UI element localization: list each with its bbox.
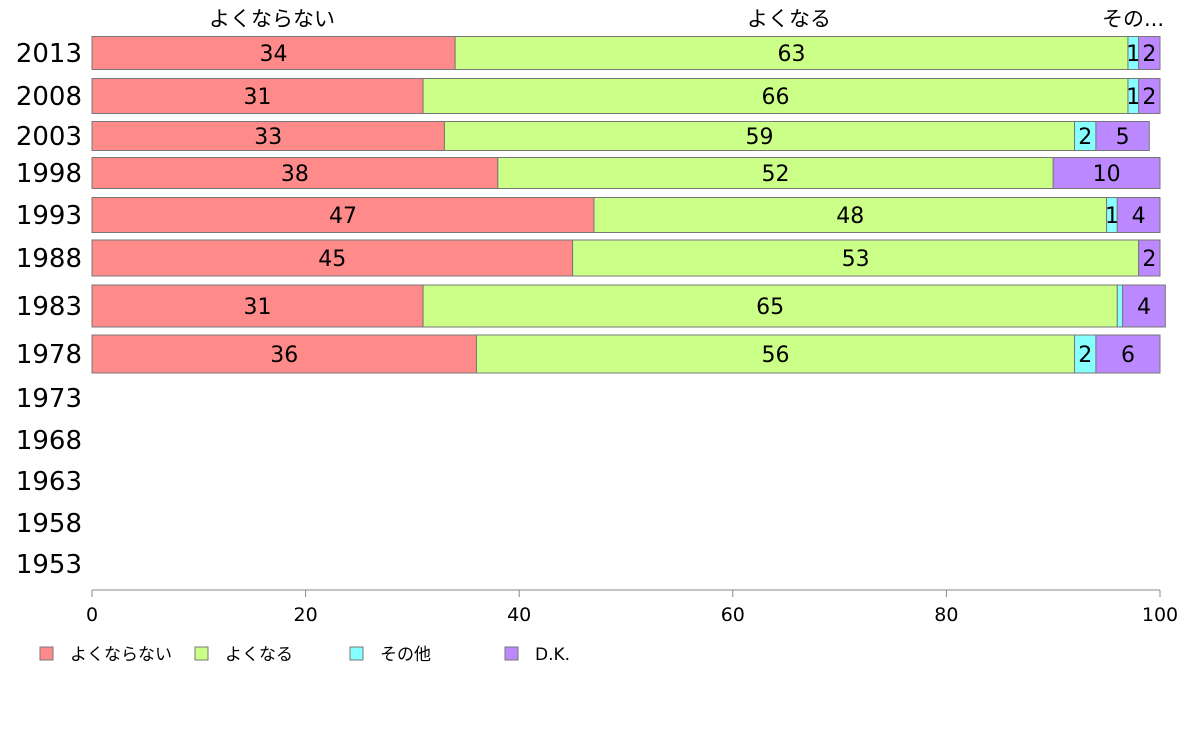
- data-label-1998-series-1: 52: [762, 162, 790, 187]
- data-label-1988-series-3: 2: [1142, 247, 1156, 272]
- data-label-1983-series-0: 31: [244, 295, 272, 320]
- data-label-1978-series-0: 36: [270, 343, 298, 368]
- bar-1988-series-1: [572, 239, 1140, 277]
- data-label-2003-series-1: 59: [746, 125, 774, 150]
- bar-1993-series-3: [1116, 197, 1161, 233]
- data-label-2013-series-0: 34: [260, 42, 288, 67]
- y-tick-label-1953: 1953: [16, 550, 82, 580]
- bar-2013-series-3: [1138, 36, 1161, 70]
- bar-2013-series-1: [454, 36, 1129, 70]
- data-label-1983-series-3: 4: [1137, 295, 1151, 320]
- column-header-1: よくなる: [747, 7, 831, 31]
- bar-1983-series-2: [1116, 284, 1124, 328]
- y-tick-label-1973: 1973: [16, 384, 82, 414]
- x-tick-label-80: 80: [934, 604, 958, 626]
- data-label-2013-series-1: 63: [778, 42, 806, 67]
- bar-1998-series-1: [497, 157, 1054, 189]
- column-header-2: その...: [1102, 7, 1164, 31]
- y-tick-label-1988: 1988: [16, 244, 82, 274]
- bar-1978-series-1: [475, 334, 1076, 374]
- x-tick-label-40: 40: [507, 604, 531, 626]
- data-label-1988-series-0: 45: [318, 247, 346, 272]
- bar-1983-series-0: [91, 284, 424, 328]
- bar-2013-series-0: [91, 36, 456, 70]
- legend-label-2: その他: [380, 645, 431, 665]
- bar-2008-series-3: [1138, 78, 1161, 114]
- y-tick-label-1983: 1983: [16, 292, 82, 322]
- bar-1978-series-3: [1095, 334, 1161, 374]
- data-label-2013-series-3: 2: [1142, 42, 1156, 67]
- legend-swatch-3: [504, 646, 519, 661]
- data-label-1978-series-3: 6: [1121, 343, 1135, 368]
- data-label-1993-series-0: 47: [329, 204, 357, 229]
- bar-2003-series-3: [1095, 121, 1150, 151]
- y-tick-label-1998: 1998: [16, 159, 82, 189]
- y-tick-label-1963: 1963: [16, 467, 82, 497]
- data-label-1988-series-1: 53: [842, 247, 870, 272]
- bar-2008-series-0: [91, 78, 424, 114]
- bar-1988-series-0: [91, 239, 574, 277]
- data-label-2008-series-2: 1: [1126, 85, 1140, 110]
- bar-1993-series-0: [91, 197, 595, 233]
- bar-1978-series-0: [91, 334, 477, 374]
- y-tick-label-2003: 2003: [16, 122, 82, 152]
- legend-label-3: D.K.: [535, 645, 570, 665]
- x-tick-label-0: 0: [86, 604, 98, 626]
- legend-label-0: よくならない: [70, 645, 172, 665]
- bar-1998-series-3: [1052, 157, 1161, 189]
- data-label-1998-series-0: 38: [281, 162, 309, 187]
- y-tick-label-2008: 2008: [16, 82, 82, 112]
- x-tick-label-60: 60: [721, 604, 745, 626]
- x-tick-label-100: 100: [1142, 604, 1178, 626]
- data-label-1978-series-2: 2: [1078, 343, 1092, 368]
- y-tick-label-1993: 1993: [16, 201, 82, 231]
- y-tick-label-1958: 1958: [16, 509, 82, 539]
- data-label-2008-series-3: 2: [1142, 85, 1156, 110]
- data-label-2008-series-1: 66: [762, 85, 790, 110]
- bar-1983-series-3: [1122, 284, 1166, 328]
- data-label-1998-series-3: 10: [1093, 162, 1121, 187]
- data-label-1993-series-3: 4: [1132, 204, 1146, 229]
- legend-swatch-2: [349, 646, 364, 661]
- data-label-1993-series-2: 1: [1105, 204, 1119, 229]
- data-label-2003-series-2: 2: [1078, 125, 1092, 150]
- y-tick-label-1968: 1968: [16, 426, 82, 456]
- data-label-2003-series-3: 5: [1116, 125, 1130, 150]
- y-tick-label-2013: 2013: [16, 39, 82, 69]
- column-header-0: よくならない: [209, 7, 335, 31]
- data-label-2003-series-0: 33: [254, 125, 282, 150]
- data-label-1993-series-1: 48: [836, 204, 864, 229]
- data-label-2008-series-0: 31: [244, 85, 272, 110]
- data-label-1978-series-1: 56: [762, 343, 790, 368]
- legend-swatch-1: [194, 646, 209, 661]
- bar-1993-series-1: [593, 197, 1108, 233]
- data-label-2013-series-2: 1: [1126, 42, 1140, 67]
- bar-1988-series-3: [1138, 239, 1161, 277]
- legend-label-1: よくなる: [225, 645, 293, 665]
- data-label-1983-series-1: 65: [756, 295, 784, 320]
- legend-swatch-0: [39, 646, 54, 661]
- y-tick-label-1978: 1978: [16, 340, 82, 370]
- x-tick-label-20: 20: [294, 604, 318, 626]
